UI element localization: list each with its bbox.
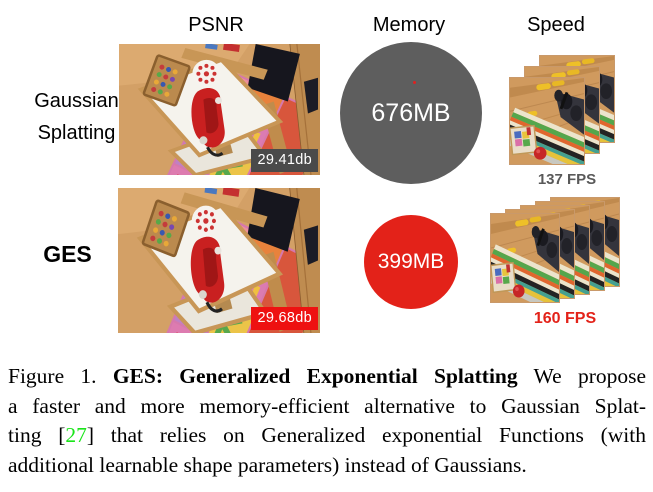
caption-line: additional learnable shape parameters) i… — [8, 451, 646, 481]
speed-frame-stack-gaussian — [509, 55, 615, 165]
caption-text: We propose — [517, 364, 647, 388]
caption-bold-title: GES: Generalized Exponential Splatting — [112, 364, 518, 388]
psnr-badge-gaussian: 29.41db — [251, 149, 318, 172]
caption-text: ting [ — [8, 423, 66, 447]
citation-27-link[interactable]: 27 — [65, 423, 87, 447]
caption-text: a faster and more memory-efficient alter… — [8, 393, 646, 418]
column-header-memory: Memory — [372, 14, 446, 36]
psnr-rendering-gaussian: 29.41db — [119, 44, 320, 175]
psnr-rendering-ges: 29.68db — [118, 188, 320, 333]
row-label-gaussian-line2: Splatting — [37, 122, 116, 144]
bike-room-photo — [510, 78, 584, 164]
speed-frame-stack-ges — [490, 197, 620, 303]
row-label-ges: GES — [43, 241, 92, 267]
caption-text: additional learnable shape parameters) i… — [8, 452, 527, 477]
row-label-gaussian-splatting: Gaussian Splatting — [10, 85, 143, 149]
memory-value-gaussian: 676MB — [371, 98, 451, 127]
psnr-badge-ges: 29.68db — [251, 307, 318, 330]
fps-label-ges: 160 FPS — [533, 310, 597, 327]
speed-frame — [509, 77, 585, 165]
column-header-psnr: PSNR — [188, 14, 244, 36]
column-header-speed: Speed — [527, 14, 585, 36]
red-dot-artifact — [413, 81, 416, 84]
memory-circle-ges: 399MB — [364, 215, 458, 309]
memory-value-ges: 399MB — [377, 250, 445, 273]
caption-text: Figure 1. — [8, 364, 113, 388]
figure-caption: Figure 1. GES: Generalized Exponential S… — [8, 362, 646, 480]
row-label-gaussian-line1: Gaussian — [34, 90, 119, 112]
speed-frame — [490, 213, 560, 303]
memory-circle-gaussian: 676MB — [340, 42, 482, 184]
caption-line: a faster and more memory-efficient alter… — [8, 392, 646, 422]
fps-label-gaussian: 137 FPS — [537, 171, 597, 188]
caption-line: ting [27] that relies on Generalized exp… — [8, 421, 646, 451]
bike-room-photo — [491, 214, 559, 302]
caption-line: Figure 1. GES: Generalized Exponential S… — [8, 362, 646, 392]
caption-text: ] that relies on Generalized exponential… — [86, 423, 646, 447]
